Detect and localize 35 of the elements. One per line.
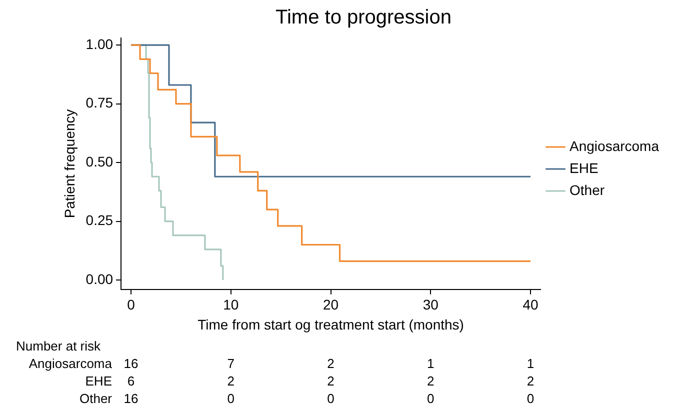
text: 0	[227, 391, 235, 406]
y-tick-label: 1.00	[86, 36, 114, 52]
text: 16	[124, 356, 138, 372]
x-tick-label: 10	[223, 296, 239, 313]
text: 2	[526, 374, 534, 389]
y-tick-label: 0.75	[86, 94, 114, 111]
x-tick-label: 30	[422, 296, 439, 313]
text: 0	[327, 391, 334, 406]
text: 2	[227, 374, 235, 389]
text: 0	[526, 391, 534, 406]
text: 6	[127, 374, 135, 389]
text: 2	[327, 356, 334, 372]
text: Number at risk	[16, 338, 102, 354]
y-tick-label: 0.25	[86, 212, 114, 228]
text: 1	[427, 356, 434, 372]
legend-label: Angiosarcoma	[570, 138, 660, 154]
text: 0	[427, 391, 434, 406]
y-tick-label: 0.50	[86, 153, 114, 170]
text: 2	[327, 374, 334, 389]
x-tick-label: 40	[522, 296, 539, 313]
x-tick-label: 0	[127, 296, 136, 313]
chart-title: Time to progression	[276, 6, 452, 29]
y-tick-label: 0.00	[86, 270, 114, 287]
text: Other	[79, 391, 113, 406]
text: 16	[124, 391, 138, 406]
legend-label: EHE	[570, 160, 598, 176]
y-axis-title: Patient frequency	[61, 109, 78, 218]
legend-label: Other	[570, 182, 605, 198]
text: EHE	[85, 374, 112, 389]
x-axis-title: Time from start og treatment start (months)	[198, 316, 464, 332]
x-tick-label: 20	[322, 296, 339, 313]
text: 2	[427, 374, 434, 389]
text: 7	[227, 356, 235, 372]
text: 1	[526, 356, 534, 372]
text: Angiosarcoma	[28, 356, 113, 372]
